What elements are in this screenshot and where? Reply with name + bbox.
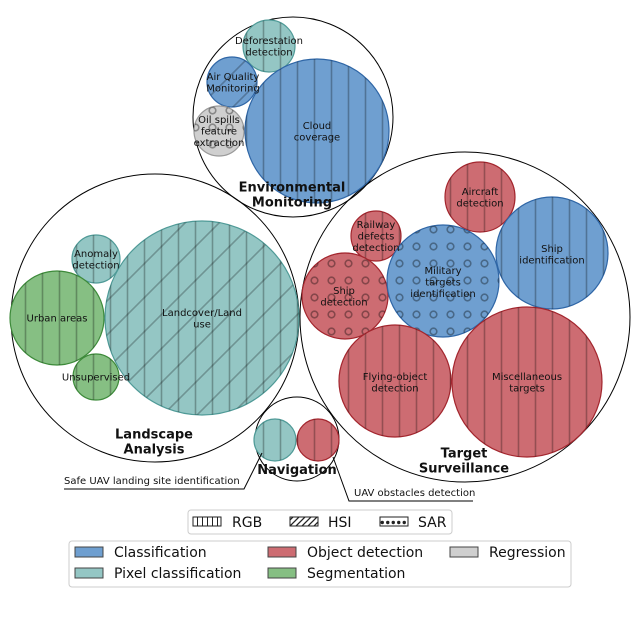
obstacles-callout-line bbox=[332, 456, 473, 502]
legend-object-detection-label: Object detection bbox=[307, 545, 423, 561]
node-misc-targets bbox=[451, 306, 603, 458]
node-flying-object bbox=[338, 324, 452, 438]
legend-segmentation-label: Segmentation bbox=[307, 566, 405, 582]
group-title-environmental: Environmental Monitoring bbox=[239, 181, 346, 211]
legend-sar-swatch bbox=[379, 516, 409, 527]
node-deforestation bbox=[242, 19, 296, 73]
label-air-quality: Air Quality Monitoring bbox=[206, 72, 259, 95]
label-misc-targets: Miscellaneous targets bbox=[492, 372, 562, 395]
label-anomaly: Anomaly detection bbox=[72, 249, 119, 272]
node-cloud-coverage bbox=[244, 58, 390, 204]
legend-hsi-label: HSI bbox=[328, 515, 352, 531]
label-landcover: Landcover/Land use bbox=[162, 308, 242, 331]
legend-pixel-classification-label: Pixel classification bbox=[114, 566, 241, 582]
legend-object-detection-swatch bbox=[267, 546, 297, 558]
node-landcover bbox=[104, 220, 300, 416]
legend-regression-swatch bbox=[449, 546, 479, 558]
legend-segmentation-swatch bbox=[267, 567, 297, 579]
node-anomaly bbox=[71, 234, 121, 284]
label-oil-spills: Oil spills feature extraction bbox=[194, 115, 245, 149]
label-military: Military targets identification bbox=[410, 266, 475, 300]
node-urban bbox=[9, 270, 105, 366]
label-unsupervised: Unsupervised bbox=[62, 373, 130, 384]
node-oil-spills bbox=[193, 105, 245, 157]
legend-pixel-classification-swatch bbox=[74, 567, 104, 579]
label-urban: Urban areas bbox=[27, 314, 88, 325]
safe-landing-callout-line bbox=[64, 452, 263, 490]
label-ship-detection: Ship detection bbox=[320, 286, 367, 309]
node-safe-landing bbox=[253, 418, 297, 462]
legend-rgb-label: RGB bbox=[232, 515, 262, 531]
legend-sar-label: SAR bbox=[418, 515, 447, 531]
node-military bbox=[386, 224, 500, 338]
legend-classification-swatch bbox=[74, 546, 104, 558]
node-ship-detection bbox=[301, 252, 389, 340]
obstacles-note: UAV obstacles detection bbox=[354, 488, 475, 499]
legend-rgb-swatch bbox=[192, 516, 222, 527]
legend-regression-label: Regression bbox=[489, 545, 566, 561]
safe-landing-note: Safe UAV landing site identification bbox=[64, 476, 240, 487]
node-aircraft bbox=[444, 161, 516, 233]
group-title-navigation: Navigation bbox=[257, 463, 337, 478]
node-railway bbox=[350, 210, 402, 262]
node-ship-identification bbox=[495, 196, 609, 310]
sensor-legend: RGB HSI SAR bbox=[187, 509, 453, 535]
label-ship-identification: Ship identification bbox=[519, 244, 584, 266]
label-flying-object: Flying-object detection bbox=[363, 372, 428, 395]
legend-classification-label: Classification bbox=[114, 545, 207, 561]
node-unsupervised bbox=[72, 353, 120, 401]
target-group-circle bbox=[299, 151, 631, 483]
label-cloud-coverage: Cloud coverage bbox=[294, 121, 340, 144]
group-title-target: Target Surveillance bbox=[419, 447, 509, 477]
label-deforestation: Deforestation detection bbox=[235, 36, 303, 59]
node-air-quality bbox=[206, 56, 258, 108]
label-railway: Railway defects detection bbox=[352, 220, 399, 254]
legend-hsi-swatch bbox=[289, 516, 319, 527]
node-uav-obstacles bbox=[296, 418, 340, 462]
label-aircraft: Aircraft detection bbox=[456, 187, 503, 210]
group-title-landscape: Landscape Analysis bbox=[115, 428, 193, 458]
task-legend: Classification Object detection Regressi… bbox=[68, 540, 572, 588]
environmental-group-circle bbox=[192, 16, 394, 218]
